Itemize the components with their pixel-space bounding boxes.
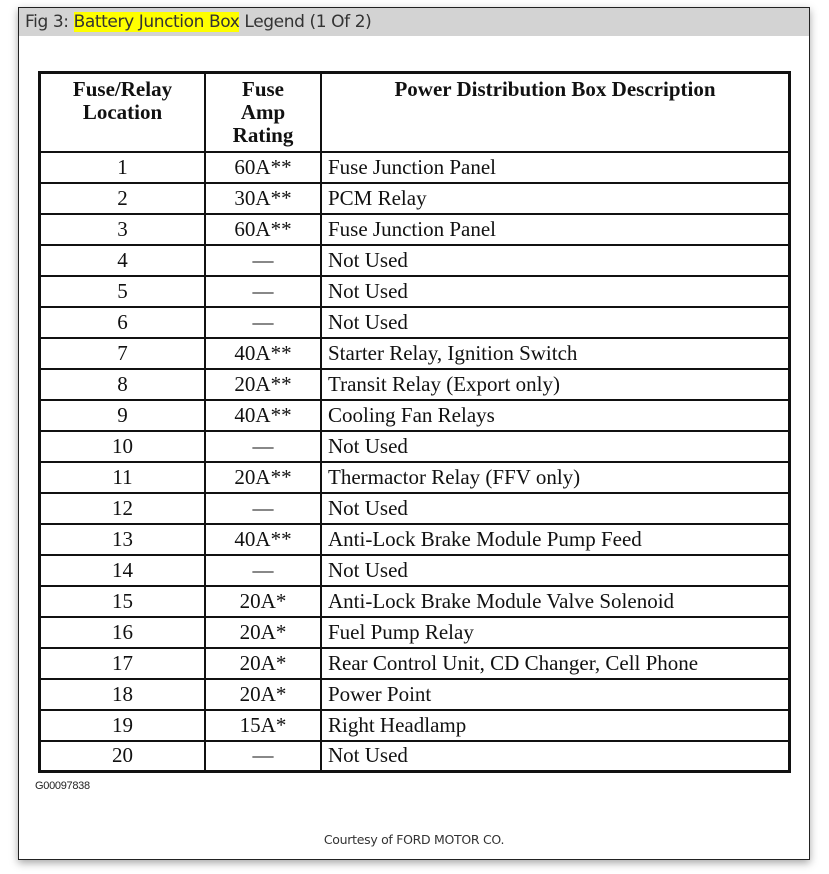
description-cell: Power Point (320, 677, 791, 711)
title-highlight: Battery Junction Box (73, 12, 240, 32)
location-cell: 2 (38, 181, 206, 215)
location-cell: 19 (38, 708, 206, 742)
location-cell: 5 (38, 274, 206, 308)
table-row: 8 20A** Transit Relay (Export only) (38, 367, 791, 401)
fuse-legend-table: Fuse/Relay Location Fuse Amp Rating Power D… (38, 71, 791, 773)
description-cell: Rear Control Unit, CD Changer, Cell Phon… (320, 646, 791, 680)
location-cell: 16 (38, 615, 206, 649)
location-cell: 6 (38, 305, 206, 339)
location-cell: 10 (38, 429, 206, 463)
table-row: 2 30A** PCM Relay (38, 181, 791, 215)
description-cell: Not Used (320, 274, 791, 308)
description-cell: Not Used (320, 553, 791, 587)
header-description: Power Distribution Box Description (320, 71, 791, 153)
location-cell: 12 (38, 491, 206, 525)
description-cell: Cooling Fan Relays (320, 398, 791, 432)
location-cell: 18 (38, 677, 206, 711)
description-cell: Not Used (320, 739, 791, 773)
description-cell: Fuse Junction Panel (320, 212, 791, 246)
table-row: 6— Not Used (38, 305, 791, 339)
description-cell: Starter Relay, Ignition Switch (320, 336, 791, 370)
description-cell: Anti-Lock Brake Module Pump Feed (320, 522, 791, 556)
title-prefix: Fig 3: (25, 12, 74, 32)
header-amp-rating: Fuse Amp Rating (204, 71, 322, 153)
title-suffix: Legend (1 Of 2) (239, 12, 372, 32)
table-row: 7 40A** Starter Relay, Ignition Switch (38, 336, 791, 370)
table-row: 17 20A* Rear Control Unit, CD Changer, Cel… (38, 646, 791, 680)
table-row: 12— Not Used (38, 491, 791, 525)
courtesy-credit: Courtesy of FORD MOTOR CO. (323, 832, 505, 847)
table-header-row: Fuse/Relay Location Fuse Amp Rating Power D… (38, 71, 791, 153)
location-cell: 15 (38, 584, 206, 618)
location-cell: 3 (38, 212, 206, 246)
table-row: 1 60A** Fuse Junction Panel (38, 150, 791, 184)
description-cell: Not Used (320, 243, 791, 277)
description-cell: Not Used (320, 305, 791, 339)
description-cell: PCM Relay (320, 181, 791, 215)
amp-rating-cell: — (204, 491, 322, 525)
amp-rating-cell: 20A* (204, 646, 322, 680)
table-row: 5— Not Used (38, 274, 791, 308)
amp-rating-cell: 20A* (204, 584, 322, 618)
table-row: 19 15A* Right Headlamp (38, 708, 791, 742)
location-cell: 4 (38, 243, 206, 277)
figure-frame: Fig 3: Battery Junction Box Legend (1 Of… (18, 7, 810, 860)
amp-rating-cell: 60A** (204, 150, 322, 184)
amp-rating-cell: — (204, 243, 322, 277)
description-cell: Not Used (320, 491, 791, 525)
location-cell: 9 (38, 398, 206, 432)
amp-rating-cell: 20A* (204, 677, 322, 711)
location-cell: 8 (38, 367, 206, 401)
amp-rating-cell: 20A** (204, 460, 322, 494)
location-cell: 17 (38, 646, 206, 680)
amp-rating-cell: 30A** (204, 181, 322, 215)
table-row: 16 20A* Fuel Pump Relay (38, 615, 791, 649)
amp-rating-cell: — (204, 429, 322, 463)
amp-rating-cell: 40A** (204, 522, 322, 556)
description-cell: Not Used (320, 429, 791, 463)
table-row: 20— Not Used (38, 739, 791, 773)
description-cell: Transit Relay (Export only) (320, 367, 791, 401)
description-cell: Thermactor Relay (FFV only) (320, 460, 791, 494)
location-cell: 11 (38, 460, 206, 494)
amp-rating-cell: 20A** (204, 367, 322, 401)
amp-rating-cell: — (204, 274, 322, 308)
header-location: Fuse/Relay Location (38, 71, 206, 153)
location-cell: 20 (38, 739, 206, 773)
amp-rating-cell: — (204, 739, 322, 773)
location-cell: 7 (38, 336, 206, 370)
table-row: 11 20A** Thermactor Relay (FFV only) (38, 460, 791, 494)
table-row: 13 40A** Anti-Lock Brake Module Pump Feed (38, 522, 791, 556)
figure-code: G00097838 (35, 780, 90, 792)
figure-title: Fig 3: Battery Junction Box Legend (1 Of… (19, 8, 809, 36)
table-row: 14— Not Used (38, 553, 791, 587)
amp-rating-cell: 40A** (204, 398, 322, 432)
amp-rating-cell: 60A** (204, 212, 322, 246)
amp-rating-cell: 20A* (204, 615, 322, 649)
table-row: 10— Not Used (38, 429, 791, 463)
table-row: 18 20A* Power Point (38, 677, 791, 711)
table-row: 3 60A** Fuse Junction Panel (38, 212, 791, 246)
description-cell: Anti-Lock Brake Module Valve Solenoid (320, 584, 791, 618)
amp-rating-cell: — (204, 553, 322, 587)
location-cell: 14 (38, 553, 206, 587)
table-row: 4— Not Used (38, 243, 791, 277)
table-row: 9 40A** Cooling Fan Relays (38, 398, 791, 432)
location-cell: 13 (38, 522, 206, 556)
table-row: 15 20A* Anti-Lock Brake Module Valve Solen… (38, 584, 791, 618)
amp-rating-cell: 15A* (204, 708, 322, 742)
description-cell: Fuse Junction Panel (320, 150, 791, 184)
description-cell: Fuel Pump Relay (320, 615, 791, 649)
amp-rating-cell: 40A** (204, 336, 322, 370)
description-cell: Right Headlamp (320, 708, 791, 742)
amp-rating-cell: — (204, 305, 322, 339)
location-cell: 1 (38, 150, 206, 184)
